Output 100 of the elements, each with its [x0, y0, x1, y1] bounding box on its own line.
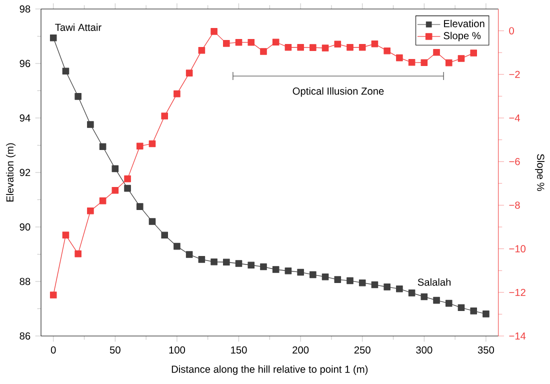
point [161, 112, 168, 120]
annotation: Tawi Attair [55, 24, 102, 31]
point [470, 308, 478, 314]
legend-label: Elevation [444, 20, 484, 28]
point [148, 140, 156, 148]
point [371, 281, 378, 288]
point [210, 28, 218, 35]
y-tick-label: 90 [20, 223, 30, 231]
point [99, 143, 106, 150]
point [235, 38, 242, 46]
point [358, 279, 366, 286]
point [198, 256, 206, 263]
point [384, 47, 390, 54]
y-tick-label: 88 [20, 278, 30, 286]
y-tick-label: 98 [20, 5, 30, 13]
point [124, 184, 131, 192]
point [186, 251, 193, 258]
point [87, 121, 94, 128]
point [433, 296, 440, 304]
x-tick-label: 150 [231, 346, 247, 354]
y-tick-label: 94 [20, 114, 30, 122]
point [445, 59, 452, 66]
x-tick-label: 200 [292, 346, 309, 354]
point [433, 48, 440, 56]
point [260, 263, 267, 270]
point [272, 38, 280, 46]
point [297, 44, 304, 51]
annotation: Optical Illusion Zone [292, 87, 384, 97]
point [248, 38, 255, 46]
y-tick-label: 96 [20, 60, 30, 68]
point [458, 304, 465, 312]
point [50, 292, 57, 298]
point [186, 70, 193, 76]
y2-tick-label: −10 [509, 245, 526, 252]
point [62, 232, 70, 238]
point [210, 258, 218, 266]
point [161, 232, 168, 239]
point [420, 59, 428, 66]
point [74, 250, 82, 258]
point [334, 40, 342, 48]
y2-tick-label: −8 [509, 202, 520, 209]
x-tick-label: 350 [478, 346, 494, 354]
point [408, 59, 416, 66]
point [470, 50, 478, 56]
point [136, 203, 144, 210]
point [482, 310, 490, 318]
y2-tick-label: −2 [509, 70, 520, 78]
point [297, 268, 304, 276]
point [284, 44, 292, 51]
annotation: Salalah [418, 278, 451, 286]
y2-tick-label: −14 [509, 332, 526, 340]
point [235, 260, 242, 267]
y2-tick-label: −12 [509, 288, 526, 296]
point [87, 207, 94, 214]
point [174, 90, 180, 98]
y-axis-title: Elevation (m) [6, 143, 16, 202]
point [396, 54, 403, 62]
y2-tick-label: −4 [509, 114, 520, 122]
point [346, 44, 354, 51]
point [223, 258, 230, 266]
point [358, 44, 366, 51]
point [124, 175, 131, 182]
point [112, 186, 119, 194]
point [223, 40, 230, 47]
x-tick-label: 300 [416, 346, 432, 354]
point [420, 293, 428, 300]
point [408, 290, 416, 296]
point [310, 271, 316, 278]
y2-axis-title: Slope % [535, 154, 545, 191]
point [174, 242, 180, 250]
point [272, 266, 280, 273]
point [99, 197, 106, 204]
point [322, 273, 329, 280]
x-axis-title: Distance along the hill relative to point 1 (m) [172, 365, 368, 375]
y-tick-label: 92 [20, 168, 30, 176]
point [248, 262, 255, 269]
point [445, 300, 452, 307]
point [322, 44, 329, 52]
x-tick-label: 0 [50, 346, 56, 354]
x-tick-label: 100 [169, 346, 186, 354]
x-tick-label: 50 [110, 346, 120, 354]
point [310, 44, 316, 51]
point [148, 218, 156, 225]
legend-label: Slope % [444, 32, 481, 42]
x-tick-label: 250 [354, 346, 370, 354]
y2-tick-label: −6 [509, 158, 520, 166]
point [198, 47, 206, 54]
point [74, 93, 82, 100]
point [334, 276, 342, 283]
point [260, 48, 267, 55]
y2-tick-label: 0 [509, 27, 514, 34]
point [50, 34, 57, 42]
point [62, 68, 70, 75]
y-tick-label: 86 [20, 332, 30, 340]
point [371, 40, 378, 48]
point [136, 142, 144, 150]
point [284, 267, 292, 274]
point [112, 165, 119, 172]
point [396, 285, 403, 292]
point [346, 277, 354, 284]
